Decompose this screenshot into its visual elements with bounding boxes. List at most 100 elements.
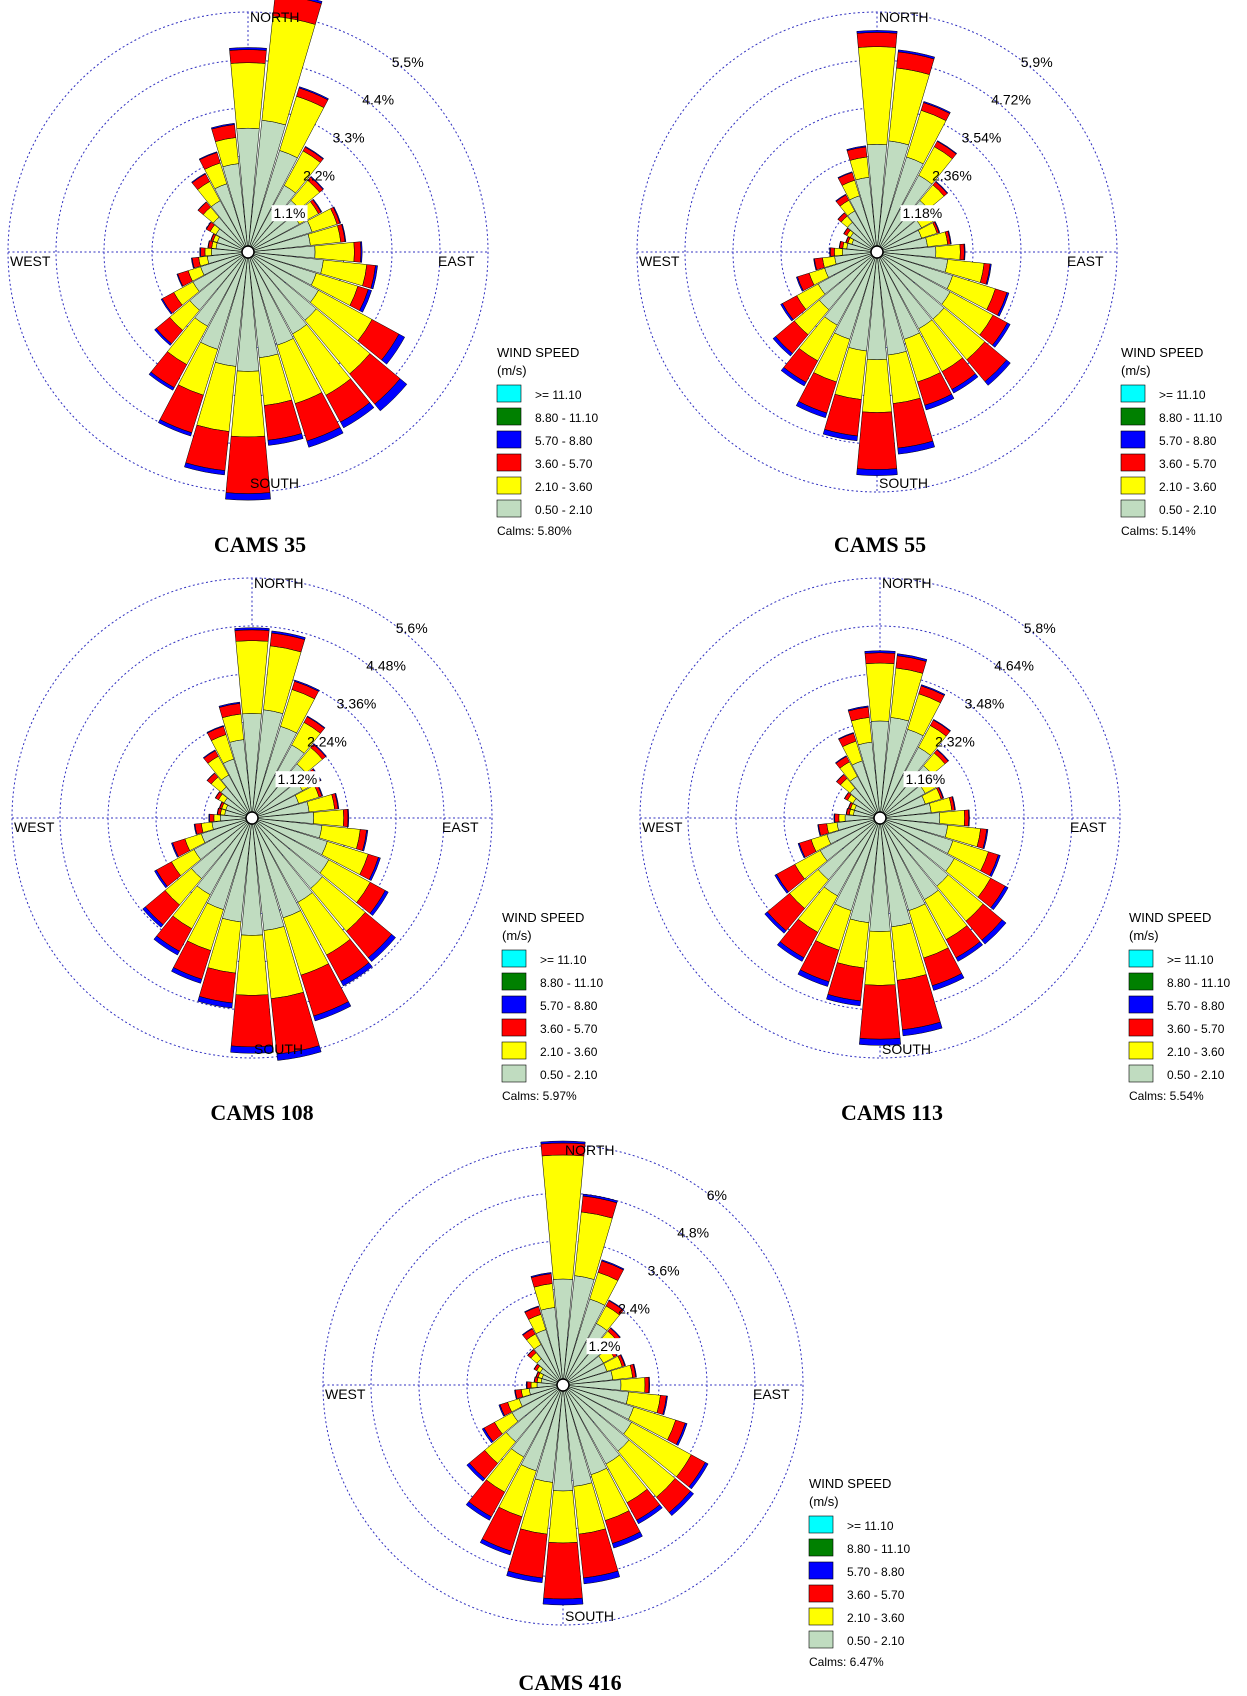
legend-label: 8.80 - 11.10 — [1167, 976, 1230, 990]
wedge-segment — [191, 172, 206, 184]
wedge-segment — [229, 47, 267, 51]
legend-swatch — [501, 1018, 527, 1037]
wedge-segment — [829, 247, 831, 257]
legend-label: >= 11.10 — [535, 388, 582, 402]
wedge-segment — [347, 808, 350, 828]
legend-label: 3.60 - 5.70 — [540, 1022, 598, 1036]
wedge-segment — [822, 429, 858, 442]
dir-west-label: WEST — [10, 253, 51, 269]
wedge-segment — [276, 1045, 322, 1061]
wedge-segment — [837, 171, 853, 179]
wedge-segment — [313, 1001, 352, 1022]
wedge-segment — [343, 808, 349, 828]
wedge-segment — [864, 650, 896, 654]
wedge-segment — [235, 934, 269, 996]
wedge-segment — [847, 705, 869, 712]
dir-north-label: NORTH — [879, 9, 929, 25]
legend-title: WIND SPEED — [1121, 345, 1203, 360]
dir-west-label: WEST — [14, 819, 55, 835]
legend-label: 2.10 - 3.60 — [540, 1045, 598, 1059]
ring-label: 3.3% — [333, 130, 365, 146]
wind-rose-1: 1.1% 2.2% 3.3% 4.4% 5.5% NORTH EAST SOUTH WEST WI… — [7, 0, 598, 557]
wedge-segment — [506, 1570, 543, 1583]
wedge-segment — [936, 748, 950, 762]
wedge-segment — [213, 814, 221, 822]
ring-label: 3.6% — [648, 1263, 680, 1279]
wedge-segment — [856, 32, 898, 48]
wedge-segment — [208, 813, 211, 823]
wedge-segment — [210, 122, 235, 130]
wedge-segment — [312, 198, 323, 213]
legend-label: 8.80 - 11.10 — [1159, 411, 1222, 425]
wedge-segment — [498, 1404, 505, 1417]
legend-label: 0.50 - 2.10 — [540, 1068, 598, 1082]
ring-label-bg — [271, 205, 308, 222]
wedge-segment — [608, 1299, 625, 1311]
wedge-segment — [620, 1354, 626, 1367]
wedge-segment — [644, 1376, 650, 1394]
wedge-segment — [230, 370, 266, 438]
legend-swatch — [496, 407, 522, 426]
ring-label-bg — [586, 1338, 623, 1355]
ring-label-bg — [903, 771, 948, 788]
ring-label: 4.4% — [362, 92, 394, 108]
legend-label: 2.10 - 3.60 — [847, 1611, 905, 1625]
legend-swatch — [1120, 384, 1146, 403]
wedge-segment — [205, 221, 212, 230]
wedge-segment — [341, 223, 347, 243]
ring-label: 2.4% — [618, 1300, 650, 1316]
wedge-segment — [542, 1597, 584, 1606]
wedge-segment — [938, 786, 945, 799]
wedge-segment — [230, 62, 266, 129]
wedge-segment — [951, 796, 956, 811]
wedge-segment — [985, 263, 992, 285]
wedge-segment — [225, 492, 271, 501]
station-caption: CAMS 35 — [214, 532, 306, 557]
legend-swatch — [808, 1584, 834, 1603]
ring-label: 4.72% — [991, 92, 1031, 108]
ring-label-bg — [900, 205, 945, 222]
legend-swatch — [808, 1515, 834, 1534]
legend-swatch — [808, 1561, 834, 1580]
legend-label: 5.70 - 8.80 — [1159, 434, 1217, 448]
wedge-segment — [920, 684, 946, 696]
dir-north-label: NORTH — [250, 9, 300, 25]
wedge-segment — [524, 1305, 539, 1313]
wedge-segment — [981, 919, 1007, 945]
legend-label: 2.10 - 3.60 — [1167, 1045, 1225, 1059]
wedge-segment — [197, 201, 207, 211]
wedge-segment — [582, 1193, 618, 1204]
wedge-segment — [583, 1570, 621, 1585]
wedge-segment — [176, 273, 184, 287]
ring-label: 4.8% — [677, 1225, 709, 1241]
wedge-segment — [897, 49, 935, 60]
legend-swatch — [496, 499, 522, 518]
dir-south-label: SOUTH — [565, 1608, 614, 1624]
wedge-segment — [230, 994, 274, 1048]
dir-north-label: NORTH — [565, 1142, 615, 1158]
legend-label: 0.50 - 2.10 — [847, 1634, 905, 1648]
legend-label: 8.80 - 11.10 — [847, 1542, 910, 1556]
dir-east-label: EAST — [442, 819, 479, 835]
wedge-segment — [856, 411, 898, 470]
wedge-segment — [481, 1427, 494, 1444]
wedge-segment — [306, 426, 344, 448]
wedge-segment — [171, 842, 179, 858]
wedge-segment — [648, 1376, 651, 1394]
dir-west-label: WEST — [642, 819, 683, 835]
legend-label: 5.70 - 8.80 — [540, 999, 598, 1013]
wedge-segment — [856, 30, 898, 34]
station-caption: CAMS 108 — [210, 1100, 313, 1125]
ring-label: 1.16% — [906, 771, 946, 787]
wedge-segment — [198, 151, 218, 161]
legend-swatch — [808, 1607, 834, 1626]
legend-title: WIND SPEED — [809, 1476, 891, 1491]
wedge-segment — [304, 145, 325, 160]
wedge-segment — [340, 402, 375, 429]
wind-rose-3: 1.12% 2.24% 3.36% 4.48% 5.6% NORTH EAST SOUTH WE… — [11, 575, 603, 1125]
ring-label: 2.24% — [307, 733, 347, 749]
wedge-segment — [989, 854, 1001, 877]
wedge-segment — [859, 984, 901, 1040]
wedge-segment — [797, 842, 806, 859]
legend-label: 0.50 - 2.10 — [1167, 1068, 1225, 1082]
